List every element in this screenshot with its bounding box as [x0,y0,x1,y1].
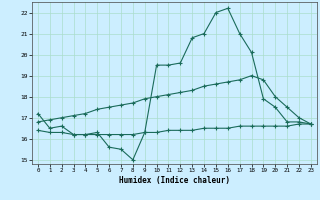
X-axis label: Humidex (Indice chaleur): Humidex (Indice chaleur) [119,176,230,185]
